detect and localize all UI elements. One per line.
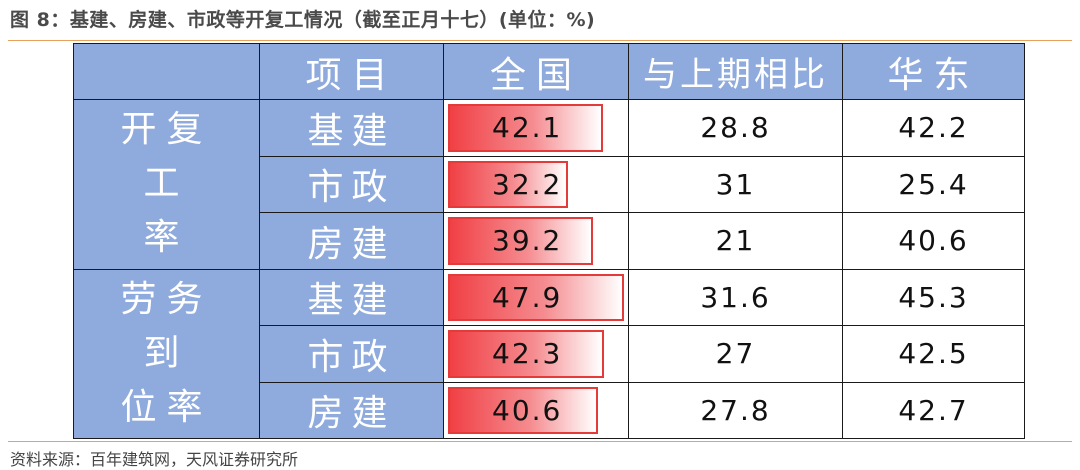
row-item: 市政 bbox=[259, 155, 444, 213]
table-row: 房建 40.6 27.8 42.7 bbox=[74, 381, 1025, 439]
national-bar bbox=[448, 160, 568, 208]
header-corner bbox=[73, 43, 260, 100]
group-label-line: 开复工 bbox=[120, 109, 213, 205]
national-bar bbox=[448, 217, 593, 265]
national-cell: 42.1 bbox=[443, 99, 629, 157]
group-label-line: 位率 bbox=[120, 386, 213, 428]
east-china-value: 25.4 bbox=[842, 155, 1025, 213]
east-china-value: 42.5 bbox=[842, 325, 1025, 383]
national-bar bbox=[448, 273, 624, 321]
vs-previous-value: 27 bbox=[628, 325, 843, 383]
national-cell: 39.2 bbox=[443, 212, 629, 270]
national-cell: 42.3 bbox=[443, 325, 629, 383]
vs-previous-value: 27.8 bbox=[628, 381, 843, 439]
header-vs-previous: 与上期相比 bbox=[628, 43, 843, 100]
data-table: 项目 全国 与上期相比 华东 开复工 率 基建 42.1 28.8 42.2 市… bbox=[73, 43, 1025, 439]
header-national: 全国 bbox=[443, 43, 629, 100]
national-bar bbox=[448, 330, 604, 378]
source-note: 资料来源：百年建筑网，天风证券研究所 bbox=[10, 450, 299, 469]
table-row: 市政 42.3 27 42.5 bbox=[74, 325, 1025, 383]
vs-previous-value: 31.6 bbox=[628, 268, 843, 326]
header-east-china: 华东 bbox=[842, 43, 1025, 100]
top-divider bbox=[8, 40, 1072, 41]
national-cell: 40.6 bbox=[443, 381, 629, 439]
national-value: 39.2 bbox=[492, 224, 563, 258]
national-cell: 47.9 bbox=[443, 268, 629, 326]
national-bar bbox=[448, 386, 598, 434]
vs-previous-value: 31 bbox=[628, 155, 843, 213]
east-china-value: 40.6 bbox=[842, 212, 1025, 270]
table-row: 房建 39.2 21 40.6 bbox=[74, 212, 1025, 270]
east-china-value: 42.7 bbox=[842, 381, 1025, 439]
vs-previous-value: 21 bbox=[628, 212, 843, 270]
header-item: 项目 bbox=[259, 43, 444, 100]
vs-previous-value: 28.8 bbox=[628, 99, 843, 157]
row-item: 房建 bbox=[259, 212, 444, 270]
bottom-divider bbox=[8, 441, 1072, 442]
table-row: 开复工 率 基建 42.1 28.8 42.2 bbox=[73, 99, 1025, 270]
east-china-value: 45.3 bbox=[842, 268, 1025, 326]
group-label-line: 劳务到 bbox=[120, 278, 213, 374]
national-value: 42.3 bbox=[492, 337, 563, 371]
row-item: 基建 bbox=[259, 268, 444, 326]
group-label-start-rate: 开复工 率 bbox=[73, 99, 260, 270]
national-value: 47.9 bbox=[492, 280, 563, 314]
national-value: 42.1 bbox=[492, 111, 563, 145]
figure-title: 图 8：基建、房建、市政等开复工情况（截至正月十七）(单位：%) bbox=[10, 9, 596, 31]
table-row: 劳务到 位率 基建 47.9 31.6 45.3 bbox=[73, 268, 1025, 439]
row-item: 市政 bbox=[259, 325, 444, 383]
row-item: 基建 bbox=[259, 99, 444, 157]
group-label-line: 率 bbox=[143, 217, 190, 259]
east-china-value: 42.2 bbox=[842, 99, 1025, 157]
header-row: 项目 全国 与上期相比 华东 bbox=[73, 43, 1025, 100]
national-value: 32.2 bbox=[492, 167, 563, 201]
group-label-labor-rate: 劳务到 位率 bbox=[73, 268, 260, 439]
row-item: 房建 bbox=[259, 381, 444, 439]
table-row: 市政 32.2 31 25.4 bbox=[74, 155, 1025, 213]
national-bar bbox=[448, 104, 603, 152]
national-value: 40.6 bbox=[492, 393, 563, 427]
national-cell: 32.2 bbox=[443, 155, 629, 213]
